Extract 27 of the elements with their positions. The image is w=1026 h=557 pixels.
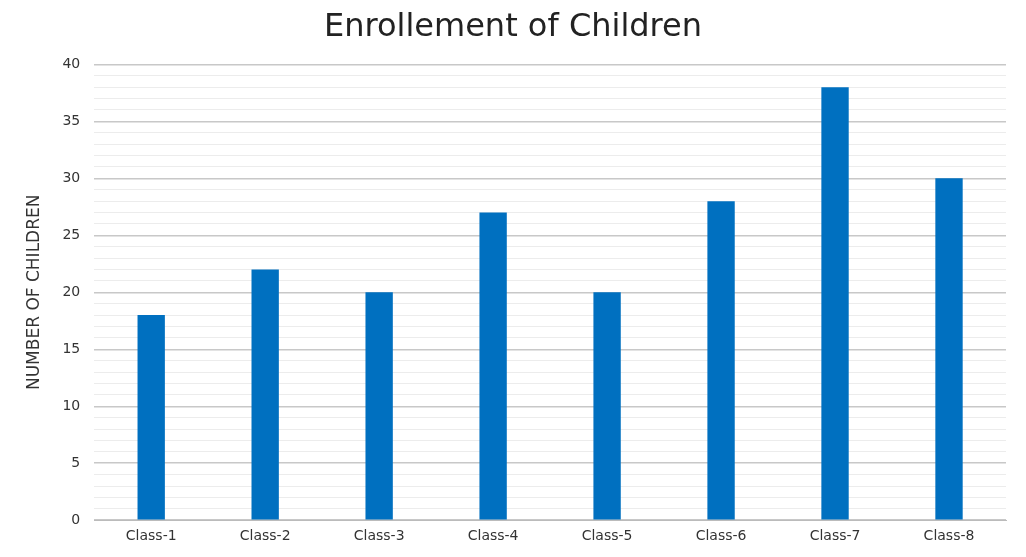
bar: [707, 201, 735, 520]
x-tick-label: Class-6: [695, 527, 747, 544]
bar: [935, 178, 963, 520]
x-tick-label: Class-4: [467, 527, 519, 544]
y-tick-label: 20: [62, 282, 81, 299]
x-tick-label: Class-3: [353, 527, 405, 544]
y-axis-title: NUMBER OF CHILDREN: [22, 194, 43, 391]
chart-title: Enrollement of Children: [323, 5, 703, 44]
bar: [365, 292, 393, 520]
x-tick-label: Class-7: [809, 527, 861, 544]
y-tick-label: 10: [62, 396, 81, 413]
bar: [593, 292, 621, 520]
x-tick-label: Class-2: [239, 527, 291, 544]
x-tick-label: Class-1: [125, 527, 177, 544]
bar: [137, 315, 165, 520]
y-tick-label: 30: [62, 168, 81, 185]
y-tick-label: 25: [62, 225, 81, 242]
y-tick-label: 15: [62, 339, 81, 356]
bar: [821, 87, 849, 520]
y-tick-label: 40: [62, 55, 81, 72]
y-tick-label: 5: [71, 453, 81, 470]
x-tick-label: Class-5: [581, 527, 633, 544]
x-tick-label: Class-8: [923, 527, 975, 544]
bar: [251, 269, 279, 520]
y-tick-label: 0: [71, 510, 81, 527]
y-tick-label: 35: [62, 112, 81, 129]
bar: [479, 212, 507, 520]
